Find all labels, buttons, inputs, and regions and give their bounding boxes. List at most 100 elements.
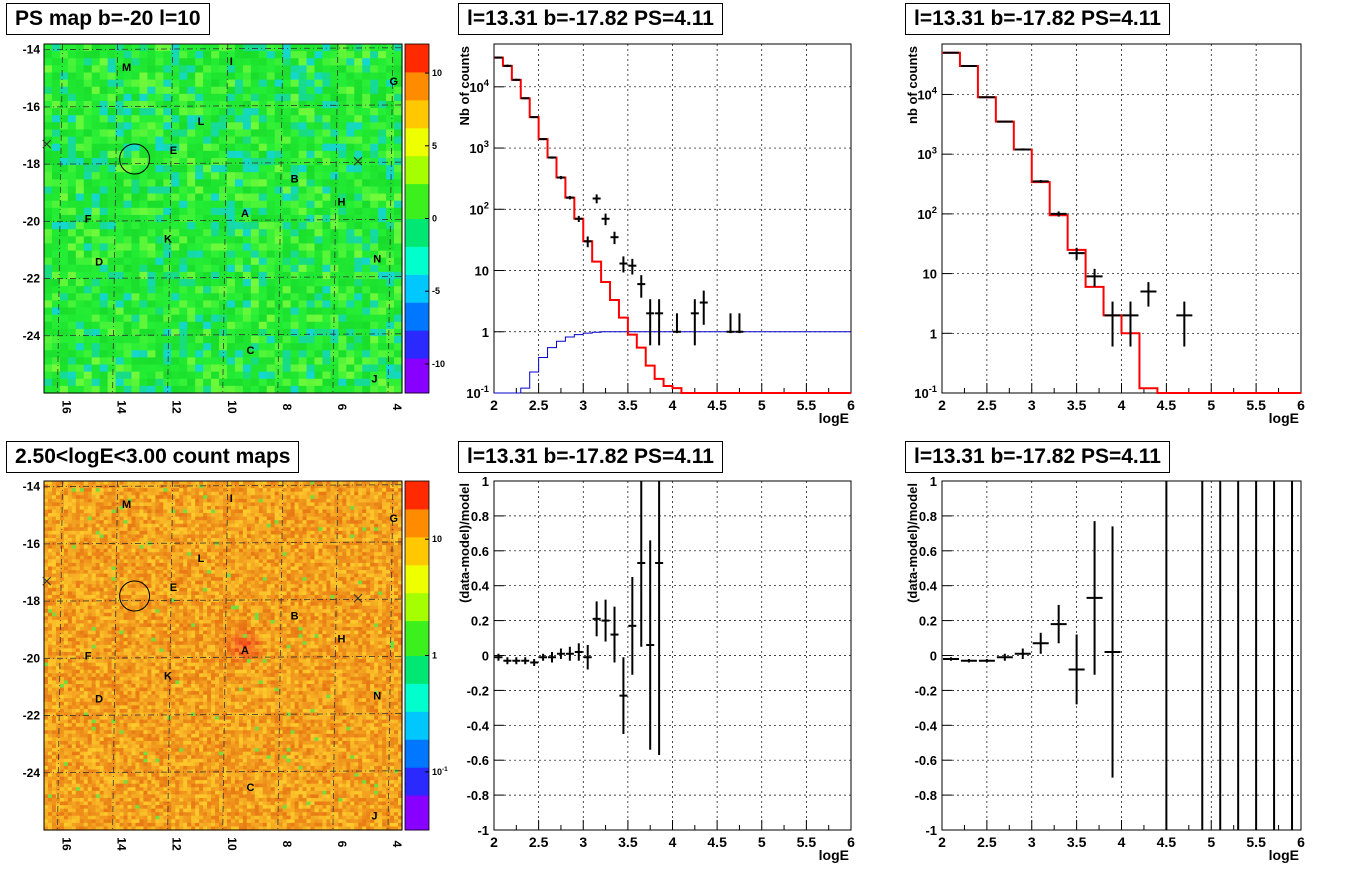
source-label-m: M	[122, 499, 131, 511]
spectrum_right-y-tick-label: 1	[930, 326, 937, 341]
residual_left-x-tick-label: 4.5	[707, 834, 727, 850]
spectrum_left-y-tick-label: 10-1	[466, 384, 489, 401]
spectrum_right-y-axis-label: nb of counts	[905, 46, 920, 124]
palette-tick-label: 10	[432, 68, 442, 78]
residual_right-y-tick-label: 0.2	[919, 614, 937, 629]
ps-map-x-tick-label: 16	[60, 400, 74, 414]
spectrum_right-x-tick-label: 4	[1118, 397, 1126, 413]
residual_right-x-tick-label: 3	[1028, 834, 1036, 850]
ps-map-y-tick-label: -14	[23, 43, 41, 57]
residual_left-x-tick-label: 3	[579, 834, 587, 850]
residual_left-y-tick-label: 0.6	[471, 544, 489, 559]
source-label-k: K	[164, 234, 172, 246]
counts-map-cross-marker	[353, 593, 363, 603]
source-label-k: K	[164, 671, 172, 683]
title-count-map: 2.50<logE<3.00 count maps	[6, 441, 300, 473]
residual_right-x-axis-label: logE	[1269, 847, 1299, 863]
residual_right-y-tick-label: 1	[930, 474, 937, 489]
exposure-model-line	[494, 331, 851, 394]
total-model-line	[494, 56, 851, 394]
residual_right-y-tick-label: 0.8	[919, 509, 937, 524]
counts-map-frame	[43, 480, 403, 831]
residual_right-y-tick-label: -0.8	[915, 788, 937, 803]
ps-map-grid-line	[222, 43, 229, 394]
title-residual-left: l=13.31 b=-17.82 PS=4.11	[458, 441, 723, 473]
residual_right-y-tick-label: 0.6	[919, 544, 937, 559]
source-label-l: L	[198, 116, 205, 128]
source-label-e: E	[170, 582, 177, 594]
source-label-n: N	[373, 691, 381, 703]
residual_right-x-tick-label: 4	[1118, 834, 1126, 850]
spectrum_left-y-tick-label: 104	[469, 78, 489, 95]
counts-map-y-tick-label: -22	[23, 709, 41, 723]
residual_right-x-tick-label: 3.5	[1067, 834, 1087, 850]
ps-map-grid-line	[167, 43, 174, 394]
residual_right-x-tick-label: 5	[1207, 834, 1215, 850]
counts-map-x-tick-label: 12	[170, 837, 184, 851]
residual_left-y-tick-label: 1	[482, 474, 489, 489]
residual_right-x-tick-label: 2.5	[977, 834, 997, 850]
spectrum_left-y-tick-label: 103	[469, 139, 489, 156]
residual_left-frame	[493, 480, 852, 831]
ps-map-grid-line	[387, 43, 394, 394]
ps-map-y-tick-label: -16	[23, 100, 41, 114]
residual_right-y-tick-label: 0.4	[919, 579, 938, 594]
residual_left-x-tick-label: 3.5	[618, 834, 638, 850]
spectrum_right-x-tick-label: 2	[938, 397, 946, 413]
spectrum_right-y-tick-label: 10	[923, 267, 937, 282]
spectrum_right-y-tick-label: 102	[917, 205, 937, 222]
counts-map-y-tick-label: -18	[23, 594, 41, 608]
spectrum_left-x-tick-label: 2.5	[529, 397, 549, 413]
spectrum_left-x-tick-label: 5.5	[797, 397, 817, 413]
source-label-b: B	[291, 173, 299, 185]
spectrum_right-x-tick-label: 5.5	[1246, 397, 1266, 413]
residual_left-x-tick-label: 5	[758, 834, 766, 850]
spectrum_right-x-tick-label: 3.5	[1067, 397, 1087, 413]
counts-map-grid-line	[112, 480, 118, 831]
spectrum_left-y-tick-label: 1	[482, 325, 489, 340]
residual_left-y-tick-label: -1	[477, 823, 489, 838]
spectrum_right-y-tick-label: 10-1	[914, 384, 937, 401]
counts-map-x-tick-label: 4	[390, 841, 404, 848]
counts-map-grid-line	[57, 480, 63, 831]
title-spectrum-right: l=13.31 b=-17.82 PS=4.11	[905, 3, 1170, 35]
residual_right-x-tick-label: 2	[938, 834, 946, 850]
source-label-c: C	[247, 782, 255, 794]
spectrum_left-x-tick-label: 3	[579, 397, 587, 413]
counts-map-grid-line	[222, 480, 229, 831]
source-label-a: A	[241, 645, 249, 657]
residual_left-x-tick-label: 6	[847, 834, 855, 850]
ps-map-cells	[44, 44, 403, 394]
source-label-n: N	[373, 254, 381, 266]
counts-map-y-tick-label: -24	[23, 766, 41, 780]
residual_right-y-tick-label: -0.2	[915, 683, 937, 698]
ps-map-source-circle	[119, 143, 151, 175]
palette-tick-label: -10	[432, 359, 445, 369]
source-label-c: C	[247, 345, 255, 357]
source-label-e: E	[170, 145, 177, 157]
title-ps-map: PS map b=-20 l=10	[6, 3, 210, 35]
source-label-l: L	[198, 553, 205, 565]
residual_right-y-tick-label: -0.6	[915, 753, 937, 768]
source-label-h: H	[337, 196, 345, 208]
ps-map-cross-marker	[353, 156, 363, 166]
spectrum_left-y-axis-label: Nb of counts	[457, 46, 472, 125]
ps-map-x-tick-label: 10	[225, 400, 239, 414]
residual_left-y-tick-label: 0.2	[471, 614, 489, 629]
residual_right-y-tick-label: -0.4	[915, 718, 938, 733]
spectrum_left-x-tick-label: 4	[669, 397, 677, 413]
counts-map-x-tick-label: 16	[60, 837, 74, 851]
counts-map-cells	[44, 481, 403, 831]
spectrum_left-y-tick-label: 102	[469, 200, 489, 217]
ps-map-x-tick-label: 12	[170, 400, 184, 414]
counts-map-grid-line	[332, 480, 339, 831]
residual_right-y-axis-label: (data-model)/model	[905, 483, 920, 603]
spectrum_left-x-tick-label: 6	[847, 397, 855, 413]
spectrum_left-x-tick-label: 4.5	[707, 397, 727, 413]
ps-map-y-tick-label: -24	[23, 329, 41, 343]
spectrum_left-x-tick-label: 2	[490, 397, 498, 413]
residual_right-x-tick-label: 5.5	[1246, 834, 1266, 850]
counts-map-y-tick-label: -16	[23, 537, 41, 551]
residual_left-x-tick-label: 2.5	[529, 834, 549, 850]
source-label-d: D	[95, 693, 103, 705]
